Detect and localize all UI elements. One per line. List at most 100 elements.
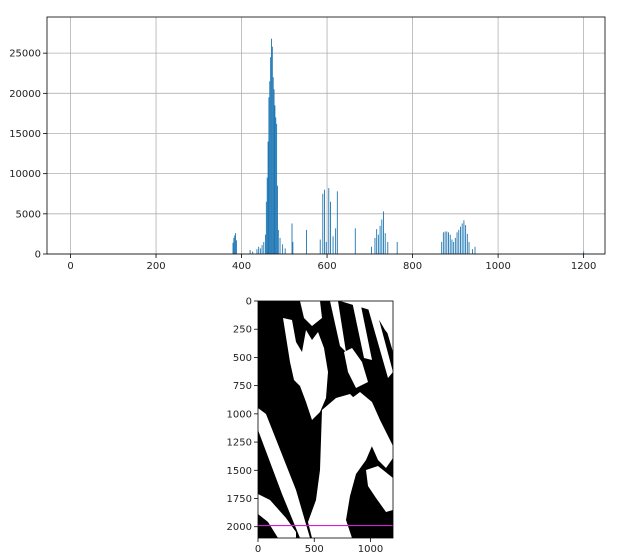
histogram-bar xyxy=(259,248,261,254)
histogram-bar xyxy=(354,228,356,254)
image-white-region xyxy=(258,494,296,538)
image-white-region xyxy=(283,318,328,420)
image-x-tick-label: 0 xyxy=(255,544,261,554)
image-white-region xyxy=(330,301,346,352)
histogram-bar xyxy=(284,248,286,254)
histogram-bar xyxy=(461,223,463,254)
image-x-axis: 0 500 1000 xyxy=(255,538,383,554)
histogram-bar xyxy=(263,241,265,254)
image-white-region xyxy=(344,348,368,388)
histogram-bar xyxy=(265,201,267,254)
image-plot-area xyxy=(258,301,393,538)
histogram-bar xyxy=(471,249,473,254)
histogram-bar xyxy=(449,234,451,254)
histogram-bar xyxy=(444,231,446,254)
histogram-x-tick-label: 800 xyxy=(403,261,422,272)
histogram-bar xyxy=(465,225,467,254)
image-y-tick-label: 1500 xyxy=(227,466,252,477)
histogram-bar xyxy=(460,226,461,254)
histogram-bar xyxy=(463,220,465,254)
histogram-bar xyxy=(234,235,236,254)
histogram-bar xyxy=(275,117,277,254)
histogram-bar xyxy=(396,241,398,254)
image-white-region xyxy=(308,394,372,538)
histogram-x-tick-label: 0 xyxy=(67,261,73,272)
histogram-bar xyxy=(330,201,331,254)
histogram-bar xyxy=(335,228,337,254)
histogram-bar xyxy=(279,237,281,254)
histogram-x-tick-label: 1000 xyxy=(485,261,510,272)
image-white-region xyxy=(378,301,393,352)
histogram-bar xyxy=(292,241,294,254)
histogram-x-tick-label: 600 xyxy=(318,261,337,272)
histogram-bar xyxy=(265,234,266,254)
histogram-bar xyxy=(454,237,456,254)
histogram-bar xyxy=(252,251,254,254)
histogram-bar xyxy=(233,237,235,254)
image-y-tick-label: 500 xyxy=(233,353,252,364)
histogram-x-tick-label: 400 xyxy=(232,261,251,272)
image-y-tick-label: 1250 xyxy=(227,438,252,449)
histogram-y-tick-label: 25000 xyxy=(9,49,41,60)
histogram-y-tick-label: 10000 xyxy=(9,169,41,180)
histogram-y-tick-label: 5000 xyxy=(16,209,41,220)
histogram-bar xyxy=(583,251,585,254)
image-y-tick-label: 2000 xyxy=(227,522,252,533)
image-y-tick-label: 1750 xyxy=(227,494,252,505)
histogram-bar xyxy=(267,141,269,254)
image-y-tick-label: 0 xyxy=(246,297,252,308)
histogram-bar xyxy=(446,231,448,254)
histogram-plot-area xyxy=(47,17,605,254)
histogram-bar xyxy=(451,239,453,254)
histogram-x-tick-label: 200 xyxy=(146,261,165,272)
histogram-bar xyxy=(458,229,460,254)
histogram-bar xyxy=(328,188,330,254)
histogram-bar xyxy=(271,38,272,254)
histogram-bar xyxy=(383,211,384,254)
image-y-axis: 0 250 500 750 1000 1250 1500 1750 2000 xyxy=(227,297,258,533)
histogram-bar xyxy=(325,241,327,254)
histogram-bar xyxy=(453,241,455,254)
image-white-region xyxy=(340,301,393,340)
histogram-frame xyxy=(46,16,606,255)
histogram-bar xyxy=(381,219,383,254)
image-white-region xyxy=(352,301,372,360)
image-white-region xyxy=(258,408,310,538)
histogram-bar xyxy=(232,242,234,254)
histogram-bar xyxy=(235,233,237,254)
image-chart: 0 500 1000 0 250 500 750 1000 1250 1500 1750 2000 xyxy=(227,297,394,554)
histogram-bar xyxy=(274,105,276,254)
histogram-bar xyxy=(266,177,268,254)
histogram-bar xyxy=(448,232,449,254)
histogram-bar xyxy=(379,225,381,254)
histogram-bar xyxy=(441,241,443,254)
histogram-bar xyxy=(261,245,263,254)
image-y-tick-label: 750 xyxy=(233,381,252,392)
histogram-bar xyxy=(235,240,237,254)
histogram-x-tick-label: 1200 xyxy=(571,261,596,272)
histogram-bar xyxy=(377,234,379,254)
histogram-bar xyxy=(336,191,338,254)
histogram-y-tick-label: 0 xyxy=(35,250,41,261)
histogram-x-axis: 0 200 400 600 800 1000 1200 xyxy=(67,254,596,272)
histogram-y-tick-label: 15000 xyxy=(9,129,41,140)
histogram-bar xyxy=(384,233,386,254)
histogram-bar xyxy=(468,241,470,254)
image-x-tick-label: 1000 xyxy=(358,544,383,554)
histogram-bar xyxy=(271,46,273,255)
histogram-bar xyxy=(277,229,279,254)
histogram-bar xyxy=(474,246,476,254)
histogram-y-axis: 0 5000 10000 15000 20000 25000 xyxy=(9,49,47,261)
image-white-region xyxy=(352,392,393,468)
histogram-bar xyxy=(268,97,270,254)
histogram-bar xyxy=(306,229,307,254)
image-x-tick-label: 500 xyxy=(305,544,324,554)
histogram-bar xyxy=(387,241,389,254)
image-white-region xyxy=(300,301,322,326)
image-y-tick-label: 1000 xyxy=(227,409,252,420)
image-white-region xyxy=(366,466,393,512)
histogram-bar xyxy=(322,193,324,254)
histogram-bars xyxy=(232,38,585,255)
histogram-bar xyxy=(376,229,378,254)
